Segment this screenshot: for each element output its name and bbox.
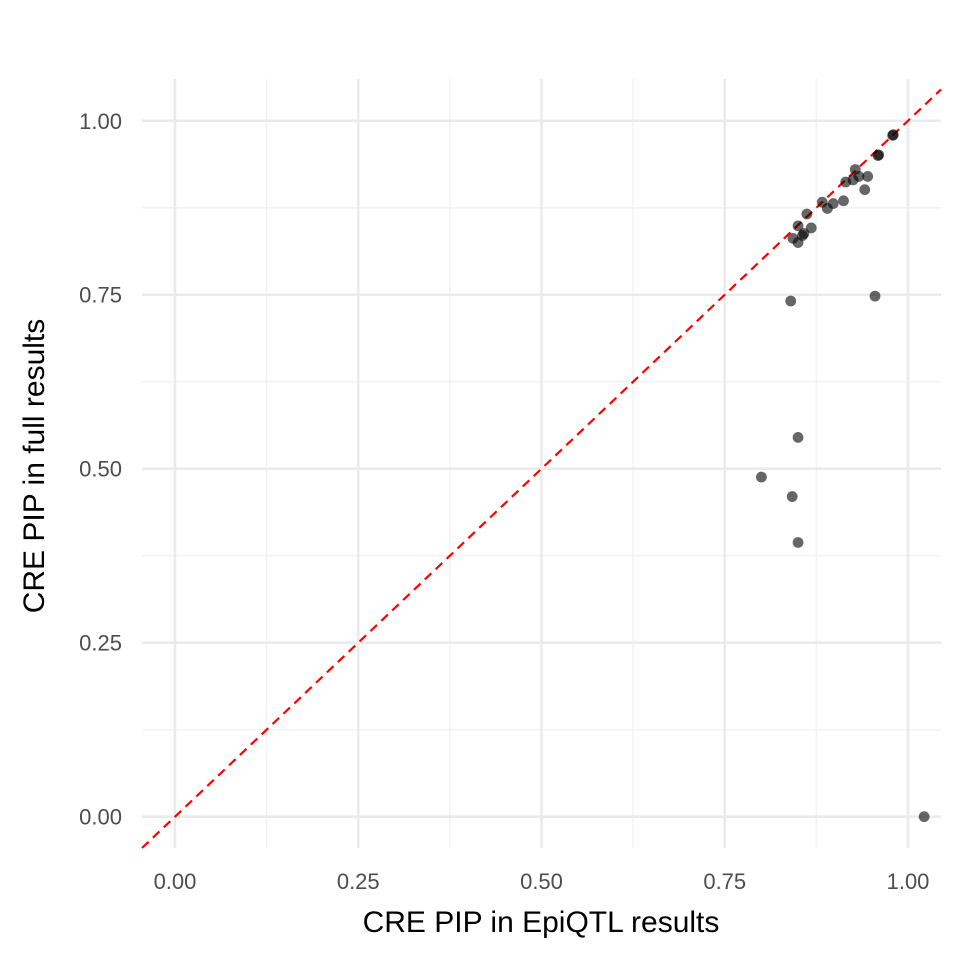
data-point (821, 203, 833, 214)
x-tick-label: 0.50 (520, 869, 563, 894)
y-axis-ticks: 0.00 0.25 0.50 0.75 1.00 (79, 109, 122, 830)
major-gridlines (142, 79, 941, 848)
x-axis-title: CRE PIP in EpiQTL results (363, 906, 720, 939)
data-point (786, 491, 798, 502)
data-point (801, 208, 813, 220)
data-point (887, 129, 899, 141)
y-axis-title: CRE PIP in full results (18, 319, 51, 614)
x-axis-ticks: 0.00 0.25 0.50 0.75 1.00 (154, 869, 930, 894)
data-point (840, 176, 852, 188)
data-point (838, 195, 849, 207)
data-point (792, 220, 804, 232)
data-point (859, 184, 871, 196)
x-tick-label: 0.75 (703, 869, 746, 894)
x-tick-label: 1.00 (887, 869, 930, 894)
x-tick-label: 0.25 (337, 869, 380, 894)
y-tick-label: 0.50 (79, 457, 122, 482)
y-tick-label: 0.00 (79, 805, 122, 830)
data-point (785, 295, 797, 307)
data-point (756, 471, 767, 483)
data-point (792, 237, 804, 248)
y-tick-label: 1.00 (79, 109, 122, 134)
data-point (869, 290, 881, 302)
x-tick-label: 0.00 (154, 869, 197, 894)
data-point (792, 537, 804, 548)
data-point (805, 222, 817, 234)
data-point (862, 171, 874, 182)
data-point (792, 432, 804, 443)
y-tick-label: 0.25 (79, 631, 122, 656)
y-tick-label: 0.75 (79, 283, 122, 308)
data-point (918, 811, 930, 823)
data-point (872, 150, 884, 161)
points-layer (756, 129, 930, 823)
